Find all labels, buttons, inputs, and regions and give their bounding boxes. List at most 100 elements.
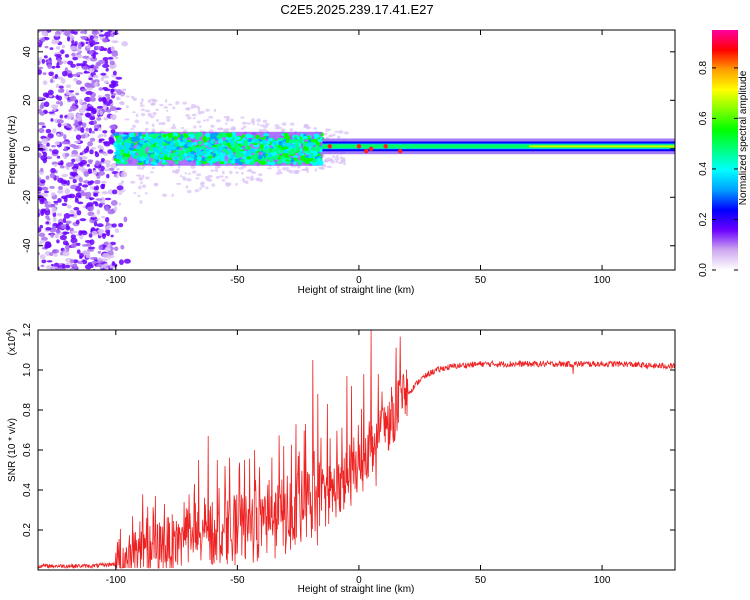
haze-blob — [266, 167, 273, 170]
haze-blob — [246, 122, 251, 125]
noise-blob — [43, 101, 50, 108]
band-blob — [246, 139, 253, 142]
noise-blob — [38, 69, 42, 75]
noise-blob — [99, 151, 107, 154]
band-blob — [266, 140, 270, 145]
band-strong-blob — [117, 137, 122, 143]
haze-blob — [258, 128, 263, 133]
noise-blob — [92, 272, 96, 275]
noise-blob — [104, 93, 111, 97]
band-blob — [305, 149, 312, 153]
noise-blob — [100, 157, 105, 163]
noise-blob — [105, 67, 109, 72]
band-blob — [283, 134, 291, 140]
noise-blob — [102, 104, 108, 110]
noise-blob — [75, 192, 82, 198]
noise-blob — [110, 88, 114, 94]
band-blob — [152, 133, 159, 138]
band-strong-blob — [136, 155, 141, 161]
noise-blob — [103, 117, 109, 121]
noise-blob — [74, 157, 81, 162]
band-strong-blob — [150, 153, 155, 159]
colorbar-tick-label: 0.4 — [698, 162, 709, 176]
haze-blob — [240, 127, 244, 131]
noise-blob — [93, 66, 99, 70]
band-strong-blob — [306, 142, 312, 147]
haze-blob — [139, 101, 143, 105]
noise-blob — [102, 57, 109, 62]
band-blob — [240, 159, 244, 162]
band-strong-blob — [123, 141, 129, 147]
band-strong-blob — [161, 141, 166, 146]
haze-blob — [208, 115, 214, 119]
noise-blob — [39, 239, 46, 244]
band-strong-blob — [186, 147, 191, 153]
haze-blob — [258, 173, 263, 177]
noise-blob — [47, 89, 54, 96]
snr-y-ticks: 0.2 0.4 0.6 0.8 1.0 1.2 — [22, 323, 675, 537]
band-blob — [135, 136, 140, 142]
y-tick-label: 0.6 — [22, 443, 33, 457]
noise-blob — [92, 201, 98, 205]
haze-blob — [145, 176, 150, 180]
noise-blob — [53, 163, 58, 167]
band-strong-blob — [159, 153, 165, 159]
noise-blob — [89, 116, 96, 121]
noise-blob — [98, 203, 103, 208]
haze-blob — [328, 134, 331, 138]
band-strong-blob — [222, 148, 227, 153]
haze-blob — [304, 124, 309, 127]
haze-blob — [199, 186, 202, 191]
peak-dot — [356, 144, 362, 149]
noise-blob — [66, 127, 71, 131]
noise-blob — [107, 56, 114, 60]
noise-blob — [38, 44, 42, 48]
haze-blob — [191, 113, 197, 117]
band-blob — [122, 156, 129, 161]
band-strong-blob — [298, 139, 304, 144]
band-blob — [112, 132, 120, 136]
noise-blob — [76, 54, 83, 59]
band-blob — [267, 137, 273, 142]
noise-blob — [102, 75, 109, 79]
noise-blob — [96, 174, 101, 179]
noise-blob — [47, 59, 52, 64]
noise-blob — [75, 115, 83, 121]
band-blob — [209, 160, 213, 166]
haze-blob — [202, 119, 207, 122]
noise-blob — [77, 201, 84, 205]
noise-blob — [97, 229, 105, 234]
band-strong-blob — [139, 139, 144, 144]
haze-blob — [235, 171, 239, 174]
band-strong-blob — [163, 149, 168, 155]
snr-y-multiplier-exp: 4 — [6, 332, 13, 336]
haze-blob — [295, 170, 299, 174]
noise-blob — [53, 34, 61, 37]
haze-blob — [133, 191, 137, 195]
band-strong-blob — [155, 137, 160, 143]
haze-blob — [261, 128, 267, 132]
haze-blob — [289, 128, 294, 132]
haze-blob — [180, 126, 185, 130]
noise-blob — [60, 223, 67, 229]
band-blob — [182, 132, 187, 138]
noise-blob — [54, 233, 60, 239]
band-blob — [185, 157, 192, 161]
noise-blob — [54, 53, 62, 58]
noise-blob — [41, 186, 49, 191]
haze-blob — [330, 160, 335, 164]
band-blob — [242, 134, 246, 138]
haze-blob — [182, 175, 186, 179]
haze-blob — [205, 108, 210, 112]
haze-blob — [116, 97, 121, 101]
noise-blob — [111, 116, 116, 120]
noise-blob — [65, 264, 71, 269]
band-blob — [246, 155, 252, 160]
noise-blob — [91, 230, 98, 236]
noise-blob — [46, 272, 50, 276]
band-blob — [286, 157, 292, 161]
noise-blob — [73, 207, 80, 211]
haze-blob — [326, 165, 332, 169]
band-strong-blob — [159, 137, 165, 142]
haze-blob — [182, 101, 188, 105]
